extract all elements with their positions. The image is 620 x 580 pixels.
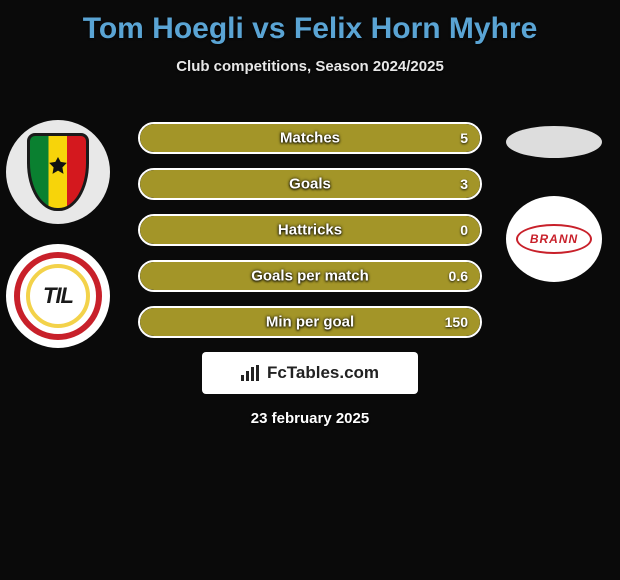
stat-right-value: 0 — [460, 222, 468, 238]
stat-label: Goals — [289, 176, 331, 193]
stat-label: Matches — [280, 130, 340, 147]
badges-right: BRANN — [506, 120, 602, 302]
til-text: TIL — [43, 283, 73, 309]
stat-label: Hattricks — [278, 222, 342, 239]
til-badge: TIL — [6, 244, 110, 348]
stat-right-value: 150 — [445, 314, 468, 330]
date-text: 23 february 2025 — [251, 410, 369, 427]
stat-row: 150 Min per goal — [138, 306, 482, 338]
stat-label: Goals per match — [251, 268, 369, 285]
shield-icon — [27, 133, 89, 211]
bars-icon — [241, 365, 261, 381]
stat-pill: 150 Min per goal — [138, 306, 482, 338]
ring-icon: TIL — [14, 252, 102, 340]
brann-text: BRANN — [530, 232, 578, 246]
ellipse-badge — [506, 126, 602, 158]
page-title: Tom Hoegli vs Felix Horn Myhre — [0, 0, 620, 46]
mali-badge — [6, 120, 110, 224]
brann-oval: BRANN — [516, 224, 592, 254]
brand-text: FcTables.com — [267, 363, 379, 383]
stat-pill: 0 Hattricks — [138, 214, 482, 246]
stat-right-value: 3 — [460, 176, 468, 192]
stat-label: Min per goal — [266, 314, 354, 331]
brand-box[interactable]: FcTables.com — [202, 352, 418, 394]
stat-right-value: 5 — [460, 130, 468, 146]
brann-badge: BRANN — [506, 196, 602, 282]
stat-pill: 5 Matches — [138, 122, 482, 154]
badges-left: TIL — [6, 120, 110, 368]
stats-container: 5 Matches 3 Goals 0 Hattricks 0.6 Goals per mat… — [138, 122, 482, 352]
stat-row: 5 Matches — [138, 122, 482, 154]
subtitle: Club competitions, Season 2024/2025 — [0, 58, 620, 75]
stat-pill: 0.6 Goals per match — [138, 260, 482, 292]
stat-row: 3 Goals — [138, 168, 482, 200]
stat-row: 0 Hattricks — [138, 214, 482, 246]
stat-right-value: 0.6 — [449, 268, 468, 284]
stat-pill: 3 Goals — [138, 168, 482, 200]
stat-row: 0.6 Goals per match — [138, 260, 482, 292]
